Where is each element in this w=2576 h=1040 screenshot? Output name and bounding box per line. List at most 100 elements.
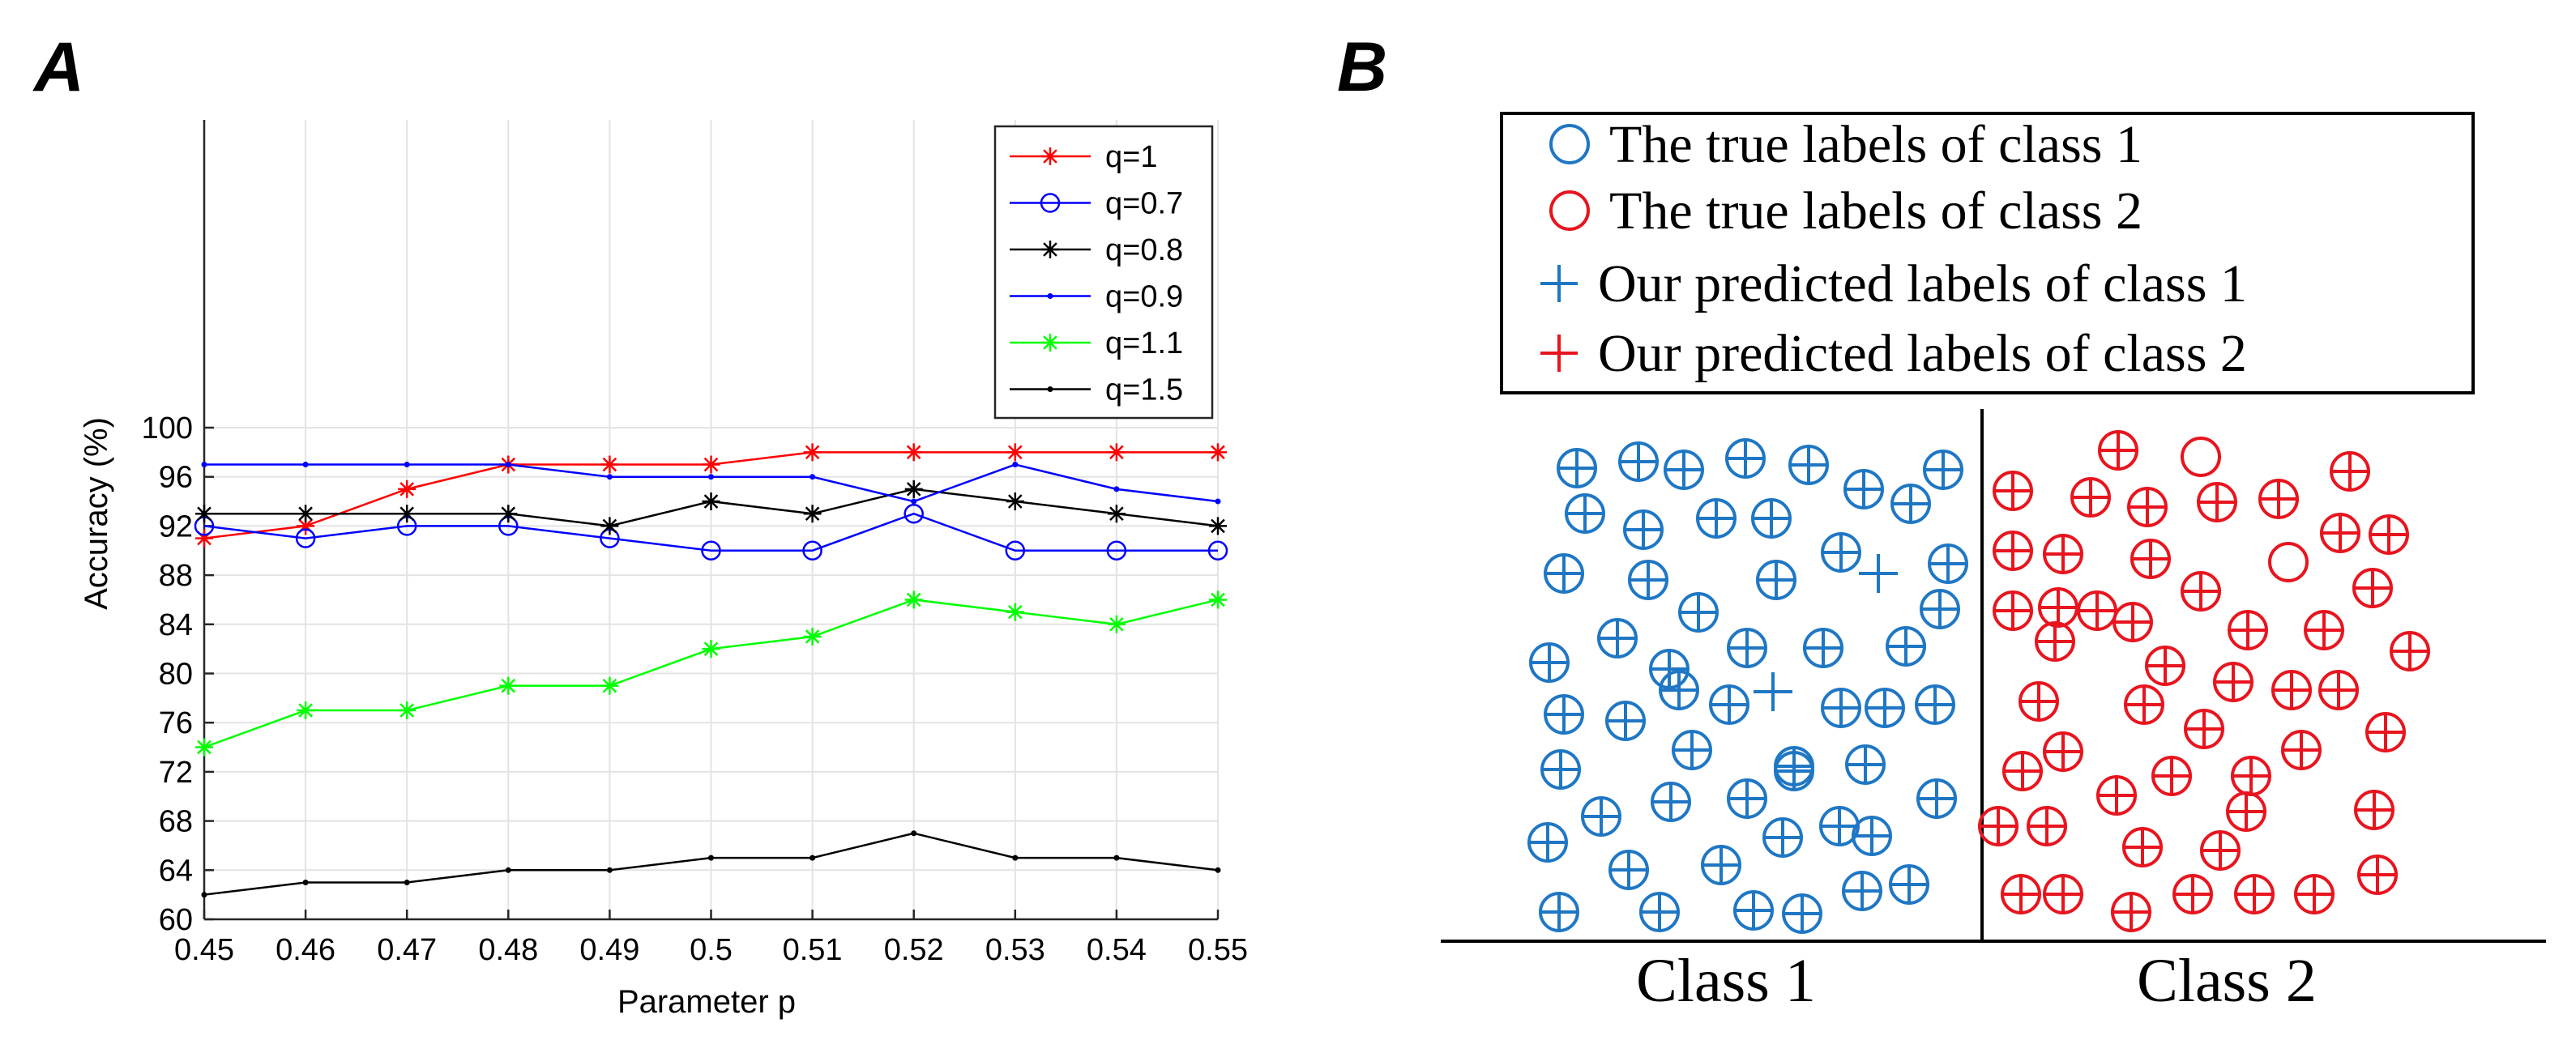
true-label-circle <box>1540 749 1581 790</box>
star-stroke <box>703 494 719 509</box>
y-tick-label: 88 <box>159 559 193 593</box>
class2-misclassified-point <box>2181 437 2221 477</box>
class1-correct-point <box>1865 688 1905 728</box>
class1-correct-point <box>1890 484 1931 524</box>
class1-correct-point <box>1539 892 1579 932</box>
x-tick-label: 0.46 <box>276 933 335 967</box>
true-label-circle <box>1664 450 1704 490</box>
class2-correct-point <box>2330 451 2370 492</box>
class1-correct-point <box>1843 469 1884 509</box>
true-label-circle <box>1928 543 1968 584</box>
class1-correct-point <box>1628 560 1668 600</box>
data-point <box>499 505 518 523</box>
x-tick-label: 0.52 <box>884 933 944 967</box>
data-point <box>404 879 410 885</box>
data-point <box>302 879 309 885</box>
diagram-legend-entry: The true labels of class 1 <box>1549 115 2142 174</box>
true-label-circle <box>2151 756 2192 796</box>
class1-correct-point <box>1557 448 1597 488</box>
data-point <box>1215 867 1221 873</box>
class2-correct-point <box>2231 756 2271 796</box>
true-label-circle <box>2226 791 2266 832</box>
class1-correct-point <box>1923 450 1963 490</box>
true-label-circle <box>2127 487 2168 527</box>
x-tick-label: 0.47 <box>377 933 437 967</box>
class1-correct-point <box>1605 701 1646 741</box>
true-label-circle <box>1842 871 1882 911</box>
data-point <box>708 474 714 480</box>
class2-correct-point <box>2124 684 2164 725</box>
data-point <box>810 474 816 480</box>
class1-correct-point <box>1540 749 1581 790</box>
true-label-circle <box>2035 621 2075 662</box>
true-label-circle <box>1803 628 1843 668</box>
true-label-circle <box>1819 806 1860 846</box>
series-4 <box>195 590 1227 757</box>
true-label-circle <box>1920 589 1960 629</box>
class1-correct-point <box>1581 796 1621 837</box>
class2-correct-point <box>2390 631 2430 671</box>
class2-correct-point <box>2181 571 2221 612</box>
star-stroke <box>602 457 617 472</box>
legend-entry: q=0.9 <box>1010 280 1183 314</box>
class2-correct-point <box>2145 646 2185 686</box>
true-label-circle <box>2096 775 2137 816</box>
true-label-circle <box>1733 890 1774 931</box>
chart-series <box>194 443 1228 898</box>
class2-correct-point <box>2234 874 2275 914</box>
chart-legend: q=1 q=0.7 q=0.8 q=0.9 q=1.1 q=1.5 <box>993 125 1214 420</box>
star-stroke <box>906 592 921 607</box>
class1-correct-point <box>1696 498 1737 539</box>
panel-letter-b: B <box>1337 28 1387 106</box>
class2-correct-point <box>2122 827 2163 867</box>
star-stroke <box>501 678 516 693</box>
data-point <box>803 505 822 523</box>
legend-marker <box>1047 293 1053 299</box>
class1-correct-point <box>1762 817 1803 858</box>
legend-entry: q=1 <box>1010 140 1157 174</box>
true-label-circle <box>2043 534 2083 574</box>
true-label-circle <box>1544 694 1584 735</box>
data-point <box>1106 540 1127 560</box>
true-label-circle <box>1529 642 1570 683</box>
class2-correct-point <box>1993 531 2033 571</box>
true-label-circle <box>1889 864 1929 905</box>
legend-marker <box>1041 241 1059 258</box>
class2-correct-point <box>2043 534 2083 574</box>
star-stroke <box>1007 445 1023 460</box>
data-point <box>1107 443 1126 462</box>
true-label-circle <box>1565 493 1605 534</box>
data-point <box>810 855 816 861</box>
class1-correct-point <box>1821 688 1861 728</box>
true-label-circle <box>2002 751 2043 791</box>
class1-correct-point <box>1544 694 1584 735</box>
data-point <box>404 462 410 468</box>
class2-correct-point <box>2027 806 2067 846</box>
true-label-circle-icon <box>1549 190 1590 231</box>
true-label-circle <box>2197 482 2237 522</box>
class1-correct-point <box>1727 778 1767 819</box>
data-point <box>702 455 720 474</box>
y-tick-label: 64 <box>159 854 193 888</box>
true-label-circle <box>1623 509 1664 550</box>
true-label-circle <box>2281 730 2322 770</box>
chart-grid <box>204 120 1219 919</box>
class1-correct-point <box>1529 642 1570 683</box>
data-point <box>911 498 917 505</box>
data-point <box>600 676 619 695</box>
true-label-circle <box>2294 874 2335 914</box>
class2-correct-point <box>2184 709 2224 749</box>
legend-box <box>993 125 1214 420</box>
class1-correct-point <box>1788 445 1829 485</box>
true-label-circle <box>1727 628 1767 668</box>
y-tick-label: 96 <box>159 461 193 495</box>
star-stroke <box>1043 335 1057 350</box>
class2-correct-point <box>2228 610 2268 650</box>
class1-correct-point <box>1672 730 1712 770</box>
data-point <box>201 892 207 898</box>
true-label-circle <box>1544 553 1584 594</box>
class2-correct-point <box>1993 590 2033 631</box>
diagram-legend: The true labels of class 1 The true label… <box>1500 112 2475 394</box>
class1-correct-point <box>1651 782 1691 822</box>
